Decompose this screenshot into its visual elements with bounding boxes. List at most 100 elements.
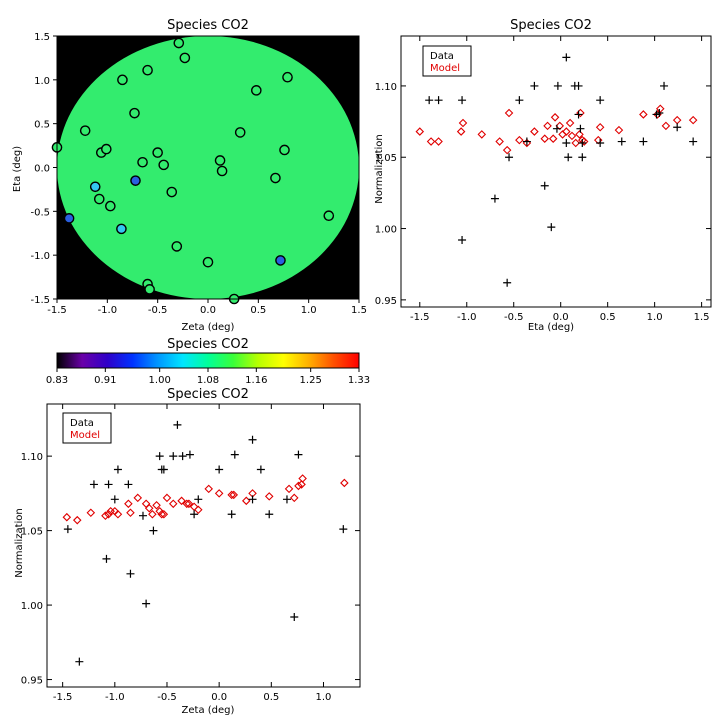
eta-data-point xyxy=(655,109,664,118)
eta-title: Species CO2 xyxy=(510,18,592,33)
zeta-data-point xyxy=(169,452,178,461)
eta-xtick-label: 0.0 xyxy=(553,312,569,323)
map-point xyxy=(129,107,140,119)
map-point xyxy=(216,165,228,177)
zeta-data-point xyxy=(248,435,257,444)
zeta-xtick-label: -1.5 xyxy=(53,692,73,703)
map-point xyxy=(117,74,128,86)
eta-data-point xyxy=(562,138,571,147)
zeta-model-point xyxy=(229,490,239,500)
map-panel: Species CO2 Zeta (deg) Eta (deg) -1.5 -1.… xyxy=(12,18,367,333)
zeta-xtick-label: -1.0 xyxy=(105,692,125,703)
zeta-model-point xyxy=(162,493,172,503)
map-point xyxy=(282,71,293,83)
zeta-data-point xyxy=(185,450,194,459)
eta-data-point xyxy=(574,81,583,90)
eta-data-point xyxy=(458,96,467,105)
zeta-data-point xyxy=(173,420,182,429)
eta-data-point xyxy=(458,235,467,244)
zeta-data-point xyxy=(256,465,265,474)
zeta-ylabel: Normalization xyxy=(14,508,25,578)
zeta-model-point xyxy=(227,490,236,500)
eta-data-point xyxy=(660,81,669,90)
colorbar-tick-label: 1.33 xyxy=(348,375,370,386)
eta-ylabel: Normalization xyxy=(374,134,385,204)
zeta-data-point xyxy=(159,465,168,474)
map-xlabel: Zeta (deg) xyxy=(182,322,235,333)
map-point xyxy=(251,85,262,96)
eta-model-point xyxy=(655,104,665,114)
map-point xyxy=(101,143,112,155)
zeta-data-point xyxy=(63,525,72,534)
eta-legend-data: Data xyxy=(430,51,454,62)
zeta-model-point xyxy=(126,508,135,518)
eta-model-point xyxy=(456,127,466,136)
eta-data-point xyxy=(434,96,443,105)
map-point xyxy=(158,159,170,171)
zeta-model-point xyxy=(157,509,167,519)
eta-data-point xyxy=(530,81,539,90)
eta-xlabel: Eta (deg) xyxy=(528,322,574,333)
eta-xtick-label: -0.5 xyxy=(504,312,524,323)
zeta-panel: Species CO2 Zeta (deg) Normalization -1.… xyxy=(14,387,361,716)
zeta-model-point xyxy=(124,499,133,509)
map-point xyxy=(171,241,183,252)
colorbar-title: Species CO2 xyxy=(167,337,249,352)
map-point xyxy=(130,175,141,186)
map-xtick-label: -1.5 xyxy=(47,305,67,316)
colorbar-tick-label: 1.25 xyxy=(300,375,322,386)
zeta-xtick-label: -0.5 xyxy=(157,692,177,703)
zeta-data-point xyxy=(178,452,187,461)
eta-model-point xyxy=(672,115,682,125)
zeta-model-point xyxy=(159,509,169,519)
eta-model-point xyxy=(477,130,487,139)
zeta-data-point xyxy=(339,525,348,534)
eta-legend-model: Model xyxy=(430,63,460,74)
eta-data-point xyxy=(617,137,626,146)
eta-data-point xyxy=(596,138,605,147)
map-ytick-label: -0.5 xyxy=(30,207,50,218)
eta-model-point xyxy=(555,121,565,131)
eta-model-point xyxy=(562,127,571,136)
zeta-model-point xyxy=(340,478,349,488)
eta-data-point xyxy=(596,96,605,105)
eta-xtick-label: -1.5 xyxy=(410,312,430,323)
colorbar-tick-label: 1.00 xyxy=(149,375,171,386)
eta-model-point xyxy=(567,131,577,141)
zeta-ytick-label: 1.05 xyxy=(21,527,43,538)
zeta-data-point xyxy=(138,511,147,520)
map-point xyxy=(166,186,178,198)
zeta-model-point xyxy=(297,480,306,489)
eta-xtick-label: -1.0 xyxy=(457,312,477,323)
eta-frame xyxy=(400,35,712,308)
zeta-data-point xyxy=(113,465,122,474)
map-xtick-label: 0.0 xyxy=(200,305,216,316)
eta-ytick-label: 1.00 xyxy=(375,225,397,236)
map-ytick-label: 0.5 xyxy=(34,120,50,131)
map-point xyxy=(89,181,101,193)
colorbar-tick-label: 1.08 xyxy=(197,375,219,386)
map-ytick-label: 0.0 xyxy=(34,164,50,175)
map-point xyxy=(142,64,153,76)
eta-model-point xyxy=(614,125,624,135)
eta-model-point xyxy=(415,127,425,136)
zeta-data-point xyxy=(104,480,113,489)
eta-data-point xyxy=(552,124,561,133)
zeta-data-point xyxy=(142,599,151,608)
eta-model-point xyxy=(550,113,560,122)
zeta-data-point xyxy=(190,510,199,519)
map-point xyxy=(79,125,91,136)
zeta-model-point xyxy=(62,512,72,522)
map-xtick-label: -1.0 xyxy=(98,305,118,316)
map-point xyxy=(152,147,163,158)
zeta-model-point xyxy=(148,509,157,519)
eta-ytick-label: 1.10 xyxy=(375,82,397,93)
eta-data-point xyxy=(562,53,571,62)
eta-data-point xyxy=(515,96,524,105)
zeta-data-point xyxy=(102,554,111,563)
colorbar xyxy=(56,352,360,369)
map-xtick-label: -0.5 xyxy=(148,305,168,316)
map-disk xyxy=(57,36,359,299)
zeta-data-point xyxy=(155,452,164,461)
zeta-model-point xyxy=(152,501,161,510)
